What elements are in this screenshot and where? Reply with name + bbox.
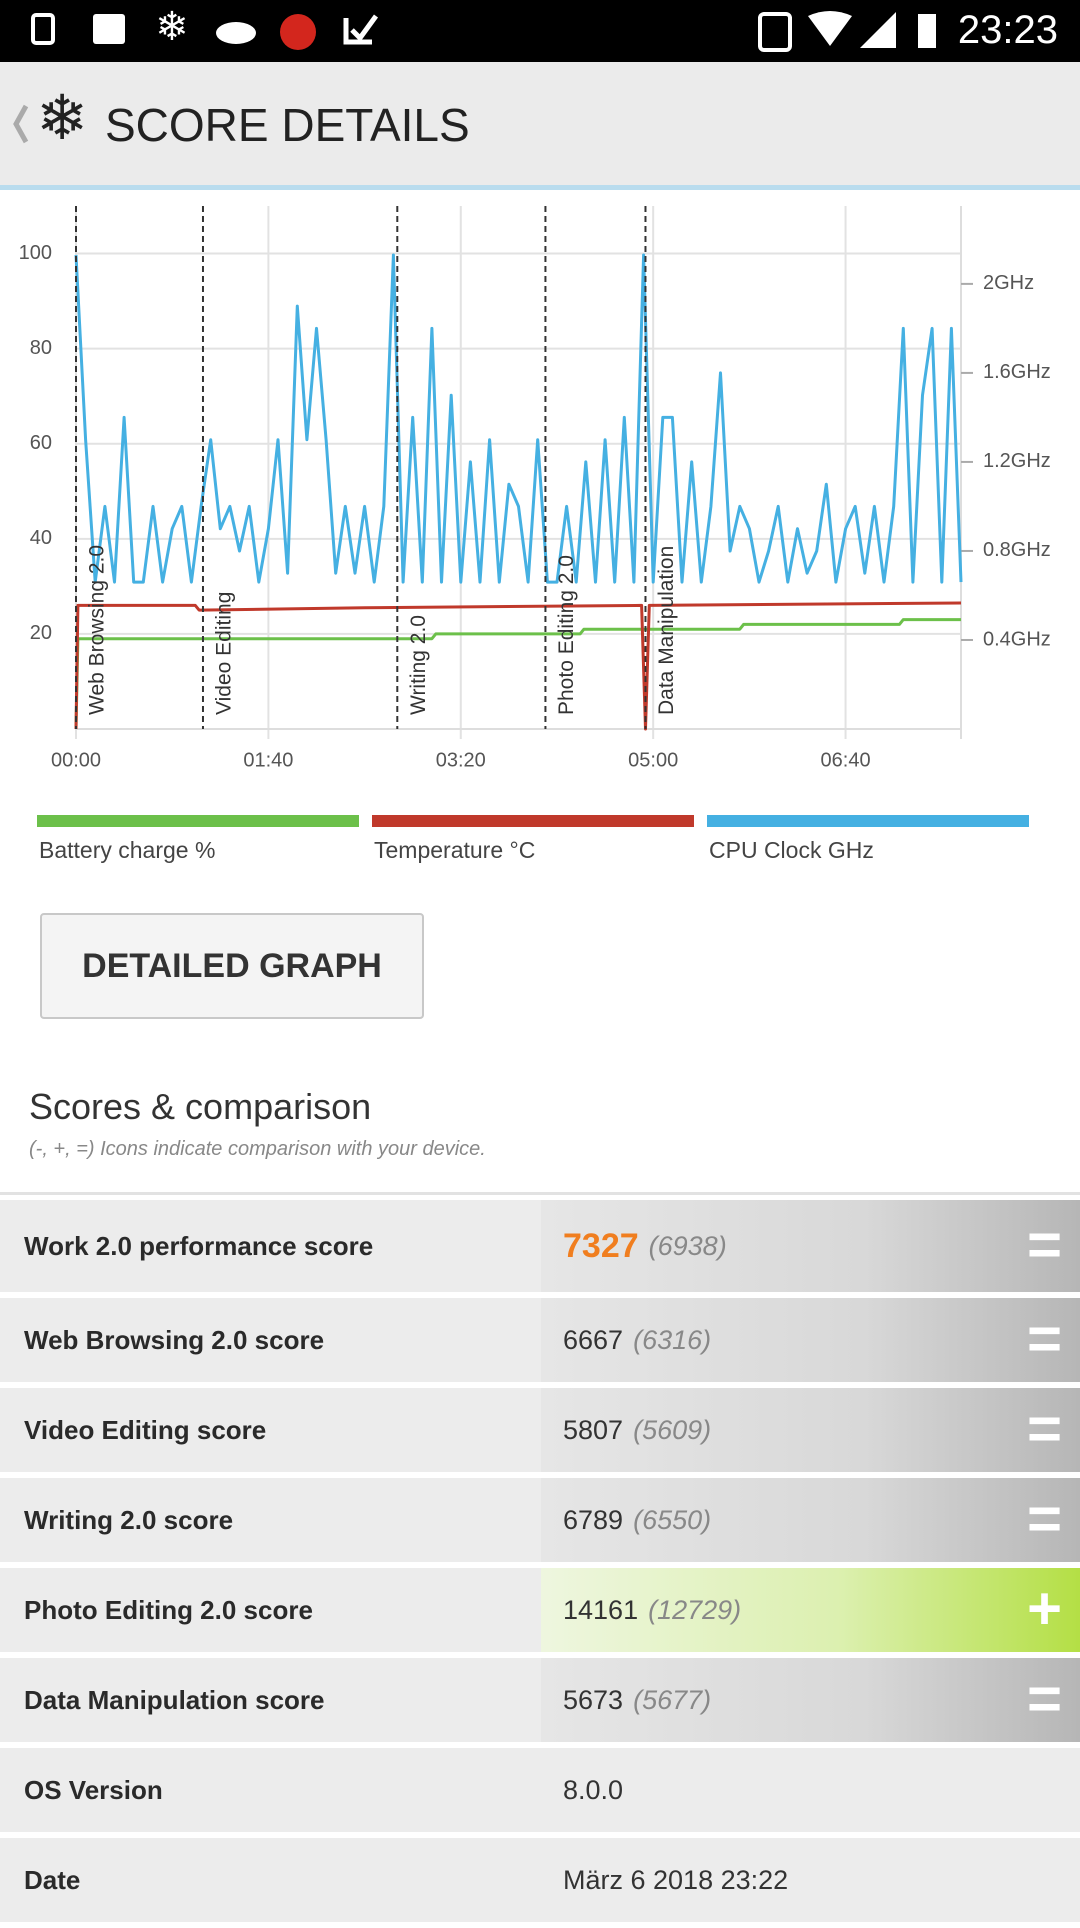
section-subtitle: (-, +, =) Icons indicate comparison with…	[29, 1138, 486, 1160]
score-row: Photo Editing 2.0 score 14161 (12729) +	[0, 1568, 1080, 1652]
row-label: Photo Editing 2.0 score	[24, 1594, 313, 1625]
row-label: OS Version	[24, 1774, 163, 1805]
score-value: 5673	[563, 1684, 624, 1715]
divider	[0, 1192, 1080, 1195]
score-row: Data Manipulation score 5673 (5677) =	[0, 1658, 1080, 1742]
icon	[918, 14, 936, 48]
y-tick-label: 40	[30, 527, 52, 549]
row-value-cell: 8.0.0	[541, 1748, 1080, 1832]
y2-tick-label: 0.4GHz	[983, 628, 1051, 650]
x-tick-label: 01:40	[243, 749, 293, 771]
icon	[343, 14, 379, 45]
icon: ❄	[155, 5, 189, 49]
y-tick-label: 20	[30, 622, 52, 644]
reference-score: (6316)	[633, 1324, 712, 1355]
row-value-cell: 7327 (6938) =	[541, 1200, 1080, 1292]
x-tick-label: 06:40	[821, 749, 871, 771]
app-icon: ❄	[36, 84, 88, 153]
score-value: 7327	[563, 1226, 639, 1265]
score-row: Writing 2.0 score 6789 (6550) =	[0, 1478, 1080, 1562]
score-row: OS Version 8.0.0	[0, 1748, 1080, 1832]
score-value: 6789	[563, 1504, 624, 1535]
series-line	[74, 253, 963, 584]
detailed-graph-button[interactable]: DETAILED GRAPH	[40, 913, 424, 1019]
row-label: Writing 2.0 score	[24, 1504, 234, 1535]
series-line	[74, 601, 962, 731]
app-bar: ❄ SCORE DETAILS	[0, 62, 1080, 190]
page-title: SCORE DETAILS	[105, 99, 470, 151]
score-value: 14161	[563, 1594, 639, 1625]
marker-label: Writing 2.0	[407, 615, 430, 715]
row-label: Video Editing score	[24, 1414, 267, 1445]
reference-score: (6550)	[633, 1504, 712, 1535]
icon	[216, 22, 256, 44]
reference-score: (5609)	[633, 1414, 712, 1445]
y2-tick-label: 1.6GHz	[983, 361, 1051, 383]
row-value-cell: März 6 2018 23:22	[541, 1838, 1080, 1922]
comparison-icon: =	[1026, 1395, 1062, 1463]
series-line	[74, 618, 961, 730]
marker-label: Web Browsing 2.0	[86, 545, 109, 715]
legend-label: CPU Clock GHz	[709, 837, 874, 863]
status-system-icons	[758, 11, 936, 52]
back-arrow	[13, 104, 29, 144]
comparison-icon: =	[1026, 1485, 1062, 1553]
comparison-icon: +	[1026, 1575, 1062, 1643]
back-button[interactable]: ❄	[0, 62, 100, 185]
icon	[280, 14, 316, 50]
icon	[808, 11, 852, 46]
chart: 20 40 60 80 100 00:00 01:40 03:20 05:00 06:40 0.4G…	[19, 206, 1051, 863]
row-label: Web Browsing 2.0 score	[24, 1324, 325, 1355]
reference-score: (6938)	[648, 1230, 727, 1261]
row-value-cell: 6667 (6316) =	[541, 1298, 1080, 1382]
row-label: Date	[24, 1864, 81, 1895]
comparison-icon: =	[1026, 1305, 1062, 1373]
row-label: Data Manipulation score	[24, 1684, 325, 1715]
score-value: 6667	[563, 1324, 624, 1355]
legend-label: Battery charge %	[39, 837, 215, 863]
y-tick-label: 80	[30, 337, 52, 359]
row-value-cell: 5673 (5677) =	[541, 1658, 1080, 1742]
y2-tick-label: 1.2GHz	[983, 450, 1051, 472]
legend-label: Temperature °C	[374, 837, 535, 863]
x-tick-label: 05:00	[628, 749, 678, 771]
legend-swatch	[707, 815, 1029, 827]
comparison-icon: =	[1026, 1211, 1062, 1279]
icon	[31, 13, 55, 45]
score-table: Work 2.0 performance score 7327 (6938) = Web…	[0, 1200, 1080, 1928]
score-value: März 6 2018 23:22	[563, 1864, 789, 1895]
score-value: 8.0.0	[563, 1774, 624, 1805]
x-tick-label: 03:20	[436, 749, 486, 771]
reference-score: (5677)	[633, 1684, 712, 1715]
legend-swatch	[37, 815, 359, 827]
clock: 23:23	[957, 8, 1058, 52]
score-value: 5807	[563, 1414, 624, 1445]
section-title: Scores & comparison	[29, 1086, 372, 1127]
score-row: Web Browsing 2.0 score 6667 (6316) =	[0, 1298, 1080, 1382]
score-row: Video Editing score 5807 (5609) =	[0, 1388, 1080, 1472]
row-value-cell: 14161 (12729) +	[541, 1568, 1080, 1652]
icon	[860, 12, 896, 48]
score-row: Work 2.0 performance score 7327 (6938) =	[0, 1200, 1080, 1292]
comparison-icon: =	[1026, 1665, 1062, 1733]
x-tick-label: 00:00	[51, 749, 101, 771]
y-tick-label: 100	[19, 242, 52, 264]
row-label: Work 2.0 performance score	[24, 1230, 374, 1261]
status-icons: ❄	[31, 5, 379, 50]
y2-tick-label: 0.8GHz	[983, 539, 1051, 561]
marker-label: Photo Editing 2.0	[555, 555, 578, 715]
reference-score: (12729)	[648, 1594, 742, 1625]
marker-label: Data Manipulation	[655, 546, 678, 715]
row-value-cell: 6789 (6550) =	[541, 1478, 1080, 1562]
y-tick-label: 60	[30, 432, 52, 454]
row-value-cell: 5807 (5609) =	[541, 1388, 1080, 1472]
marker-label: Video Editing	[213, 592, 236, 715]
score-row: Date März 6 2018 23:22	[0, 1838, 1080, 1922]
icon	[758, 12, 792, 52]
y2-tick-label: 2GHz	[983, 272, 1034, 294]
icon	[93, 14, 125, 44]
legend-swatch	[372, 815, 694, 827]
status-bar: ❄ 23:23	[0, 0, 1080, 62]
